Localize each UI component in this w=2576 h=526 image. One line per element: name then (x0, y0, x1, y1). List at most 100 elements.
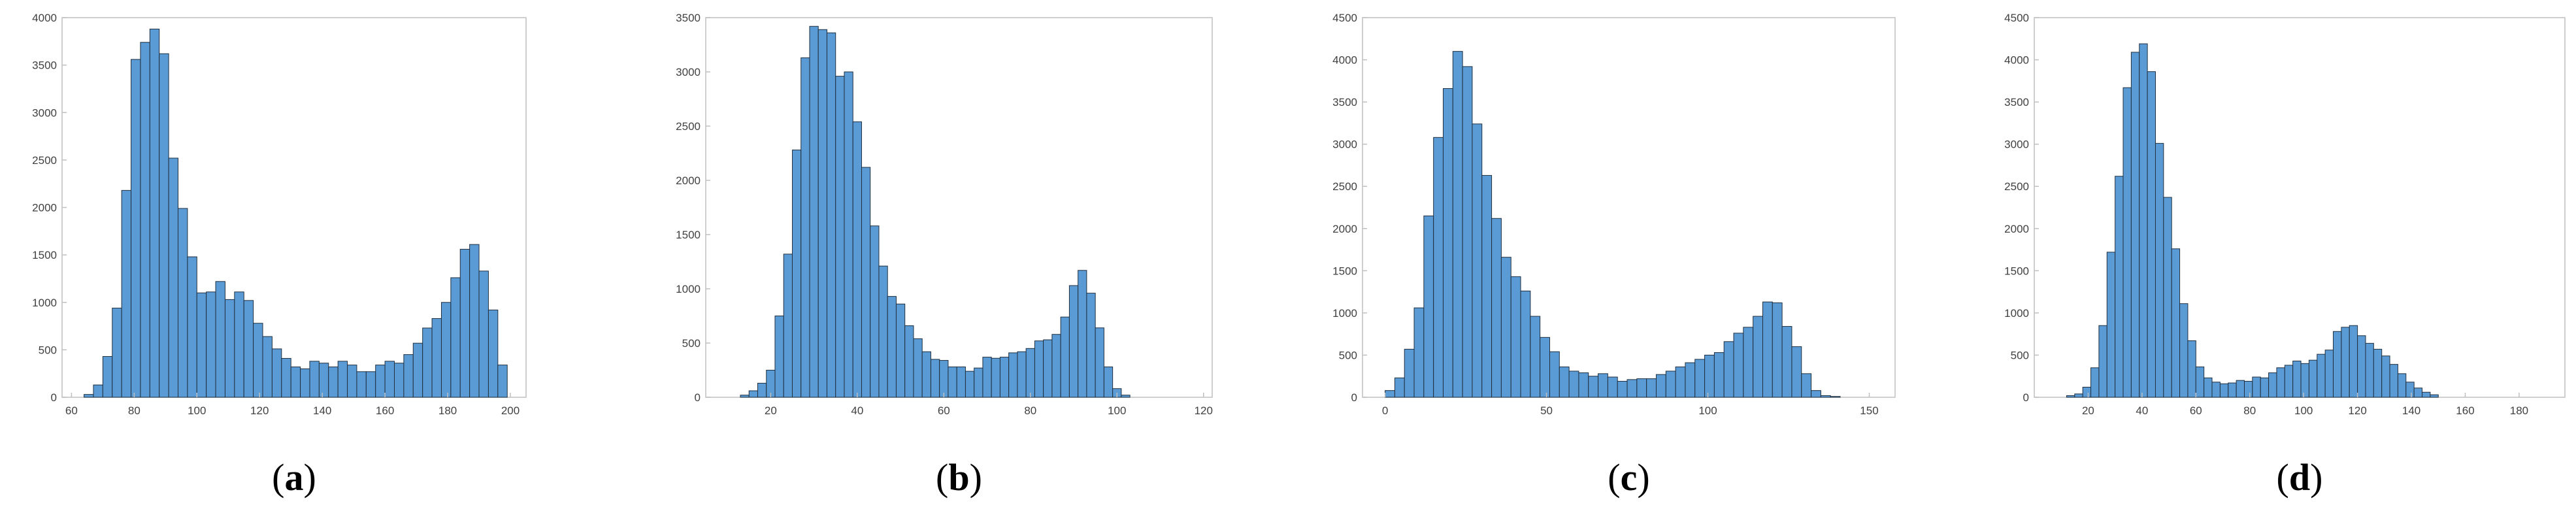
y-tick-label: 0 (51, 391, 57, 404)
histogram-bar (1559, 367, 1570, 398)
histogram-bar (2106, 252, 2116, 398)
histogram-bar (982, 357, 992, 398)
caption-open-paren: ( (272, 456, 284, 499)
x-tick-label: 60 (2190, 404, 2202, 417)
histogram-bar (2381, 355, 2390, 398)
x-tick-label: 100 (1108, 404, 1126, 417)
histogram-bar (2195, 367, 2205, 398)
histogram-bar (1598, 373, 1608, 398)
histogram-bar (1034, 340, 1044, 398)
histogram-bar (2179, 303, 2188, 398)
histogram-bar (2244, 380, 2253, 398)
histogram-bar (478, 271, 489, 398)
histogram-bar (965, 370, 975, 398)
histogram-bar (1578, 372, 1589, 398)
histogram-bar (1413, 307, 1425, 398)
x-tick-label: 80 (2243, 404, 2256, 417)
x-tick-label: 200 (501, 404, 520, 417)
histogram-bar (1704, 354, 1715, 398)
histogram-bar (748, 390, 758, 398)
histogram-bar (1568, 370, 1579, 398)
histogram-bar (1694, 359, 1706, 398)
histogram-bar (1713, 352, 1725, 398)
histogram-bar (497, 365, 508, 398)
histogram-bar (1060, 316, 1070, 398)
x-tick-label: 20 (2082, 404, 2094, 417)
histogram-bar (1520, 290, 1531, 398)
x-tick-label: 100 (2294, 404, 2313, 417)
histogram-bar (1791, 346, 1802, 398)
histogram-bar (1394, 377, 1405, 398)
histogram-bar (1665, 370, 1676, 398)
histogram-bar (2317, 353, 2326, 398)
x-tick-label: 140 (313, 404, 331, 417)
histogram-bar (757, 382, 767, 398)
histogram-bar (948, 367, 957, 398)
x-tick-label: 20 (765, 404, 777, 417)
histogram-bar (384, 361, 395, 398)
histogram-bar (2341, 327, 2350, 398)
histogram-bar (1772, 302, 1783, 398)
y-tick-label: 2500 (2004, 180, 2029, 193)
histogram-bar (1442, 88, 1453, 398)
histogram-bar (1452, 51, 1463, 398)
histogram-bar (1017, 351, 1027, 398)
panel-caption: (a) (272, 456, 316, 499)
y-tick-label: 4500 (1332, 12, 1357, 24)
histogram-bar (2260, 377, 2270, 398)
y-tick-label: 500 (39, 344, 57, 356)
histogram-bar (2422, 391, 2431, 398)
histogram-bar (2204, 377, 2213, 398)
histogram-bar (852, 121, 862, 398)
y-tick-label: 1500 (1332, 265, 1357, 277)
histogram-bar (102, 356, 113, 398)
y-tick-label: 0 (1351, 391, 1357, 404)
histogram-bar (1025, 348, 1035, 398)
histogram-panel-c: 0 500 1000 1500 2000 2500 3000 3500 4000 4500 0 50 1… (1332, 12, 1896, 499)
histogram-bar (1588, 376, 1599, 398)
histogram-bar (1095, 327, 1104, 398)
histogram-bar (2219, 383, 2229, 398)
histogram-bar (459, 248, 471, 398)
histogram-bar (1743, 327, 1754, 398)
histogram-bar (93, 384, 103, 398)
histogram-bar (440, 302, 452, 398)
histogram-bar (809, 25, 819, 398)
x-tick-label: 180 (2510, 404, 2528, 417)
histogram-bar (422, 327, 433, 398)
histogram-bar (1078, 270, 1087, 398)
histogram-bar (1491, 218, 1502, 398)
y-tick-label: 1500 (32, 249, 57, 261)
histogram-bar (870, 225, 880, 398)
histogram-bar (1510, 276, 1521, 398)
y-tick-label: 500 (1339, 349, 1357, 361)
caption-close-paren: ) (1637, 456, 1649, 499)
histogram-bar (2413, 387, 2423, 398)
y-tick-label: 4000 (1332, 54, 1357, 67)
caption-open-paren: ( (2277, 456, 2289, 499)
histogram-bar (921, 351, 931, 398)
histogram-bar (930, 359, 940, 398)
histogram-bar (2357, 335, 2366, 398)
histogram-bar (1549, 351, 1560, 398)
histogram-bar (178, 208, 188, 398)
x-tick-label: 50 (1540, 404, 1553, 417)
histogram-bar (740, 395, 750, 398)
histogram-bar (2171, 248, 2181, 398)
histogram-bar (300, 368, 310, 398)
histogram-bar (1617, 380, 1628, 398)
histogram-bar (159, 53, 169, 398)
y-tick-label: 2000 (1332, 223, 1357, 235)
x-tick-label: 80 (1024, 404, 1036, 417)
axes-frame (705, 17, 1213, 398)
histogram-bar (2300, 363, 2309, 398)
histogram-bar (1675, 367, 1686, 398)
histogram-bar (1655, 374, 1666, 398)
histogram-bar (1433, 137, 1444, 398)
histogram-bar (2430, 394, 2439, 398)
histogram-bar (999, 357, 1010, 398)
histogram-bar (1385, 390, 1395, 398)
histogram-bar (1762, 301, 1773, 398)
x-tick-label: 160 (376, 404, 394, 417)
